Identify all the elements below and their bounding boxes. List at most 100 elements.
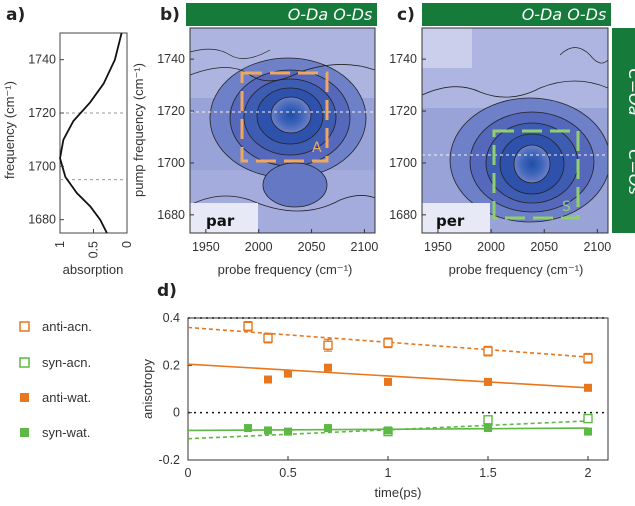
point-syn-acn bbox=[483, 415, 493, 425]
fit-line-anti-acn bbox=[187, 326, 589, 358]
pol-label-bg-c bbox=[422, 203, 490, 233]
pol-label-bg-b bbox=[190, 203, 258, 233]
contour-level-5 bbox=[270, 96, 312, 134]
panel-d-ytick-label: 0.2 bbox=[163, 358, 180, 372]
panel-d-frame bbox=[187, 317, 609, 461]
panel_b-xtick-label: 2000 bbox=[245, 240, 273, 254]
panel_b-ytick-label: 1720 bbox=[157, 104, 185, 118]
panel-a-xtick-label: 0 bbox=[120, 241, 134, 248]
point-syn-wat bbox=[484, 424, 492, 433]
panel-b-contour bbox=[190, 28, 375, 233]
panel-b-pol-label: par bbox=[206, 212, 235, 230]
panel-c-frame bbox=[421, 27, 609, 234]
point-syn-wat bbox=[384, 426, 392, 435]
point-anti-acn bbox=[483, 346, 493, 356]
point-anti-wat bbox=[384, 377, 392, 386]
panel-c-label: c) bbox=[397, 5, 415, 25]
panel-d-label: d) bbox=[157, 281, 177, 301]
panel-a-plot: 1740 1720 1700 1680 1 0.5 0 bbox=[28, 32, 134, 258]
point-anti-acn bbox=[243, 321, 253, 331]
legend-marker-syn-wat bbox=[20, 428, 29, 437]
panel-b-ylabel: pump frequency (cm⁻¹) bbox=[131, 63, 146, 197]
fit-line-syn-acn bbox=[187, 420, 589, 440]
panel-b-xlabel: probe frequency (cm⁻¹) bbox=[218, 262, 353, 277]
panel-a-ytick-label: 1700 bbox=[28, 159, 56, 173]
point-syn-wat bbox=[284, 427, 292, 436]
point-anti-wat bbox=[264, 375, 272, 384]
point-anti-acn bbox=[383, 338, 393, 348]
panel_c-ytick-label: 1680 bbox=[389, 208, 417, 222]
point-anti-acn bbox=[323, 340, 333, 350]
panel_c-xtick-label: 2100 bbox=[583, 240, 611, 254]
panel_c-ytick-label: 1740 bbox=[389, 52, 417, 66]
panel_c-xtick-label: 1950 bbox=[424, 240, 452, 254]
contour-line-corner bbox=[190, 48, 271, 59]
panel-b-label: b) bbox=[160, 5, 180, 25]
panel-a-frame bbox=[59, 32, 128, 234]
panel-d-xtick-label: 0 bbox=[185, 466, 192, 480]
contour-line-top bbox=[422, 80, 608, 98]
legend: anti-acn. syn-acn. anti-wat. syn-wat. bbox=[19, 319, 92, 440]
panel-c-pol-label: per bbox=[436, 212, 465, 230]
panel-d-ytick-label: 0 bbox=[173, 406, 180, 420]
panel_b-xtick-label: 1950 bbox=[192, 240, 220, 254]
point-syn-wat bbox=[264, 426, 272, 435]
panel-b-banner bbox=[186, 3, 377, 26]
panel_b-ytick-label: 1740 bbox=[157, 52, 185, 66]
point-anti-wat bbox=[284, 369, 292, 378]
point-syn-wat bbox=[244, 424, 252, 433]
panel-a-xlabel: absorption bbox=[63, 262, 124, 277]
contour-level-5 bbox=[513, 144, 551, 184]
panel_c-ytick-label: 1700 bbox=[389, 156, 417, 170]
panel-c-contour bbox=[422, 28, 608, 233]
panel-d-xtick-label: 1.5 bbox=[479, 466, 496, 480]
panel-d-xlabel: time(ps) bbox=[375, 485, 422, 500]
legend-anti-acn: anti-acn. bbox=[42, 319, 92, 334]
point-syn-wat bbox=[584, 427, 592, 436]
panel-d-xtick-label: 1 bbox=[385, 466, 392, 480]
panel_b-xtick-label: 2050 bbox=[298, 240, 326, 254]
contour-line-top bbox=[190, 64, 375, 82]
panel_b-ytick-label: 1680 bbox=[157, 208, 185, 222]
panel-a-label: a) bbox=[6, 5, 25, 25]
panel-a-xtick-label: 0.5 bbox=[87, 241, 101, 258]
panel-b-box-label: A bbox=[312, 140, 322, 156]
panel-d-xtick-label: 2 bbox=[585, 466, 592, 480]
panel-c-banner bbox=[422, 3, 611, 26]
panel-a-ytick-label: 1740 bbox=[28, 53, 56, 67]
point-syn-acn bbox=[583, 413, 593, 424]
absorption-curve bbox=[59, 32, 123, 234]
contour-line-corner bbox=[559, 47, 608, 64]
panel-b-box-A bbox=[240, 71, 329, 163]
panel-c-side-banner bbox=[612, 28, 635, 233]
legend-marker-anti-acn bbox=[19, 321, 30, 332]
point-anti-wat bbox=[324, 363, 332, 372]
point-anti-acn bbox=[583, 353, 593, 363]
panel_c-xtick-label: 2000 bbox=[477, 240, 505, 254]
panel-d-xtick-label: 0.5 bbox=[279, 466, 296, 480]
panel-d-ytick-label: -0.2 bbox=[158, 453, 180, 467]
legend-marker-syn-acn bbox=[19, 357, 30, 368]
panel_c-xtick-label: 2050 bbox=[530, 240, 558, 254]
panel-d-ylabel: anisotropy bbox=[140, 359, 155, 419]
panel-d-plot: -0.2 0 0.2 0.4 0 0.5 1 1.5 2 anisotropy time(ps) bbox=[140, 311, 609, 500]
panel-a-ylabel: frequency (cm⁻¹) bbox=[2, 81, 17, 179]
panel-a-ytick-label: 1680 bbox=[28, 213, 56, 227]
point-syn-wat bbox=[324, 424, 332, 433]
side-banner-top-text: C=Oa bbox=[625, 69, 635, 116]
panel_c-ytick-label: 1720 bbox=[389, 104, 417, 118]
point-anti-wat bbox=[484, 377, 492, 386]
point-anti-acn bbox=[263, 333, 273, 343]
side-banner-bottom-text: C=Os bbox=[625, 149, 635, 195]
panel_b-ytick-label: 1700 bbox=[157, 156, 185, 170]
contour-tail bbox=[262, 162, 328, 208]
panel-a-xtick-label: 1 bbox=[53, 241, 67, 248]
point-anti-wat bbox=[584, 383, 592, 392]
panel_b-xtick-label: 2100 bbox=[351, 240, 379, 254]
legend-syn-acn: syn-acn. bbox=[42, 355, 91, 370]
panel-d-ytick-label: 0.4 bbox=[163, 311, 180, 325]
legend-marker-anti-wat bbox=[20, 393, 29, 402]
panel-c-box-S bbox=[492, 129, 580, 220]
panel-b-frame bbox=[189, 27, 376, 234]
